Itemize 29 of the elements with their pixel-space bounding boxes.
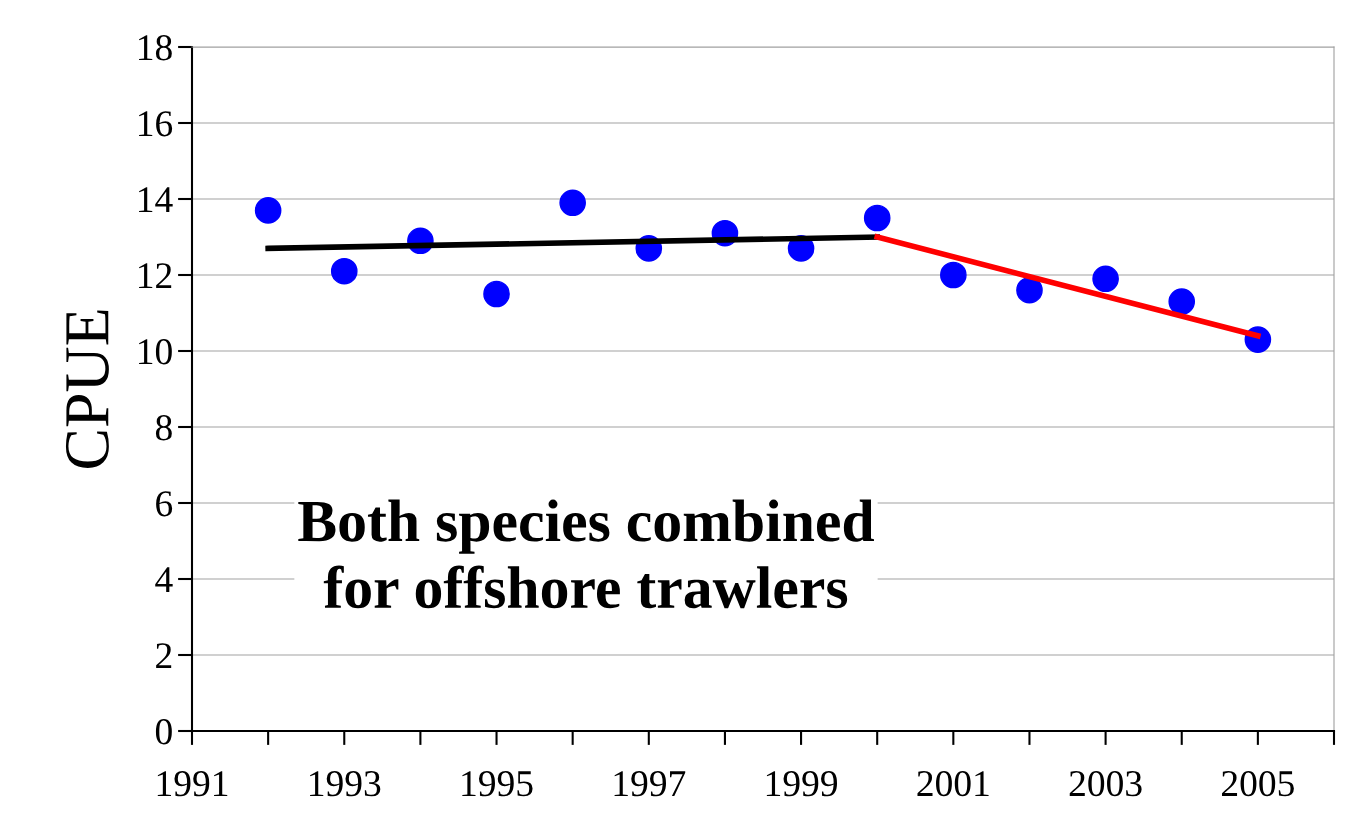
point — [483, 280, 510, 308]
x-tick-label: 1997 — [614, 771, 686, 797]
y-tick-label: 18 — [139, 35, 172, 61]
y-tick-label: 2 — [156, 643, 172, 669]
point — [254, 197, 282, 224]
x-tick-label: 1991 — [157, 771, 228, 797]
y-axis-title: CPUE — [65, 310, 109, 469]
y-tick-label: 16 — [139, 111, 173, 137]
y-tick-label: 6 — [156, 491, 173, 517]
y-tick-label: 4 — [155, 567, 173, 593]
point — [1016, 276, 1043, 304]
y-tick-label: 8 — [155, 415, 172, 441]
point — [330, 257, 358, 285]
x-tick-label: 1995 — [462, 771, 533, 797]
point — [940, 261, 967, 289]
y-tick-label: 14 — [139, 187, 173, 213]
annotation: Both species combined for offshore trawlers — [298, 499, 874, 609]
y-tick-label: 10 — [139, 339, 172, 365]
x-tick-label: 2003 — [1069, 770, 1142, 797]
point — [1168, 288, 1196, 315]
x-tick-label: 2005 — [1222, 770, 1294, 797]
point — [863, 204, 891, 232]
x-tick-label: 2001 — [917, 770, 989, 797]
x-tick-label: 1999 — [766, 771, 838, 797]
point — [559, 189, 586, 217]
y-tick-label: 12 — [139, 263, 172, 289]
point — [1092, 265, 1119, 293]
x-tick-label: 1993 — [310, 771, 381, 797]
y-tick-label: 0 — [155, 719, 172, 745]
